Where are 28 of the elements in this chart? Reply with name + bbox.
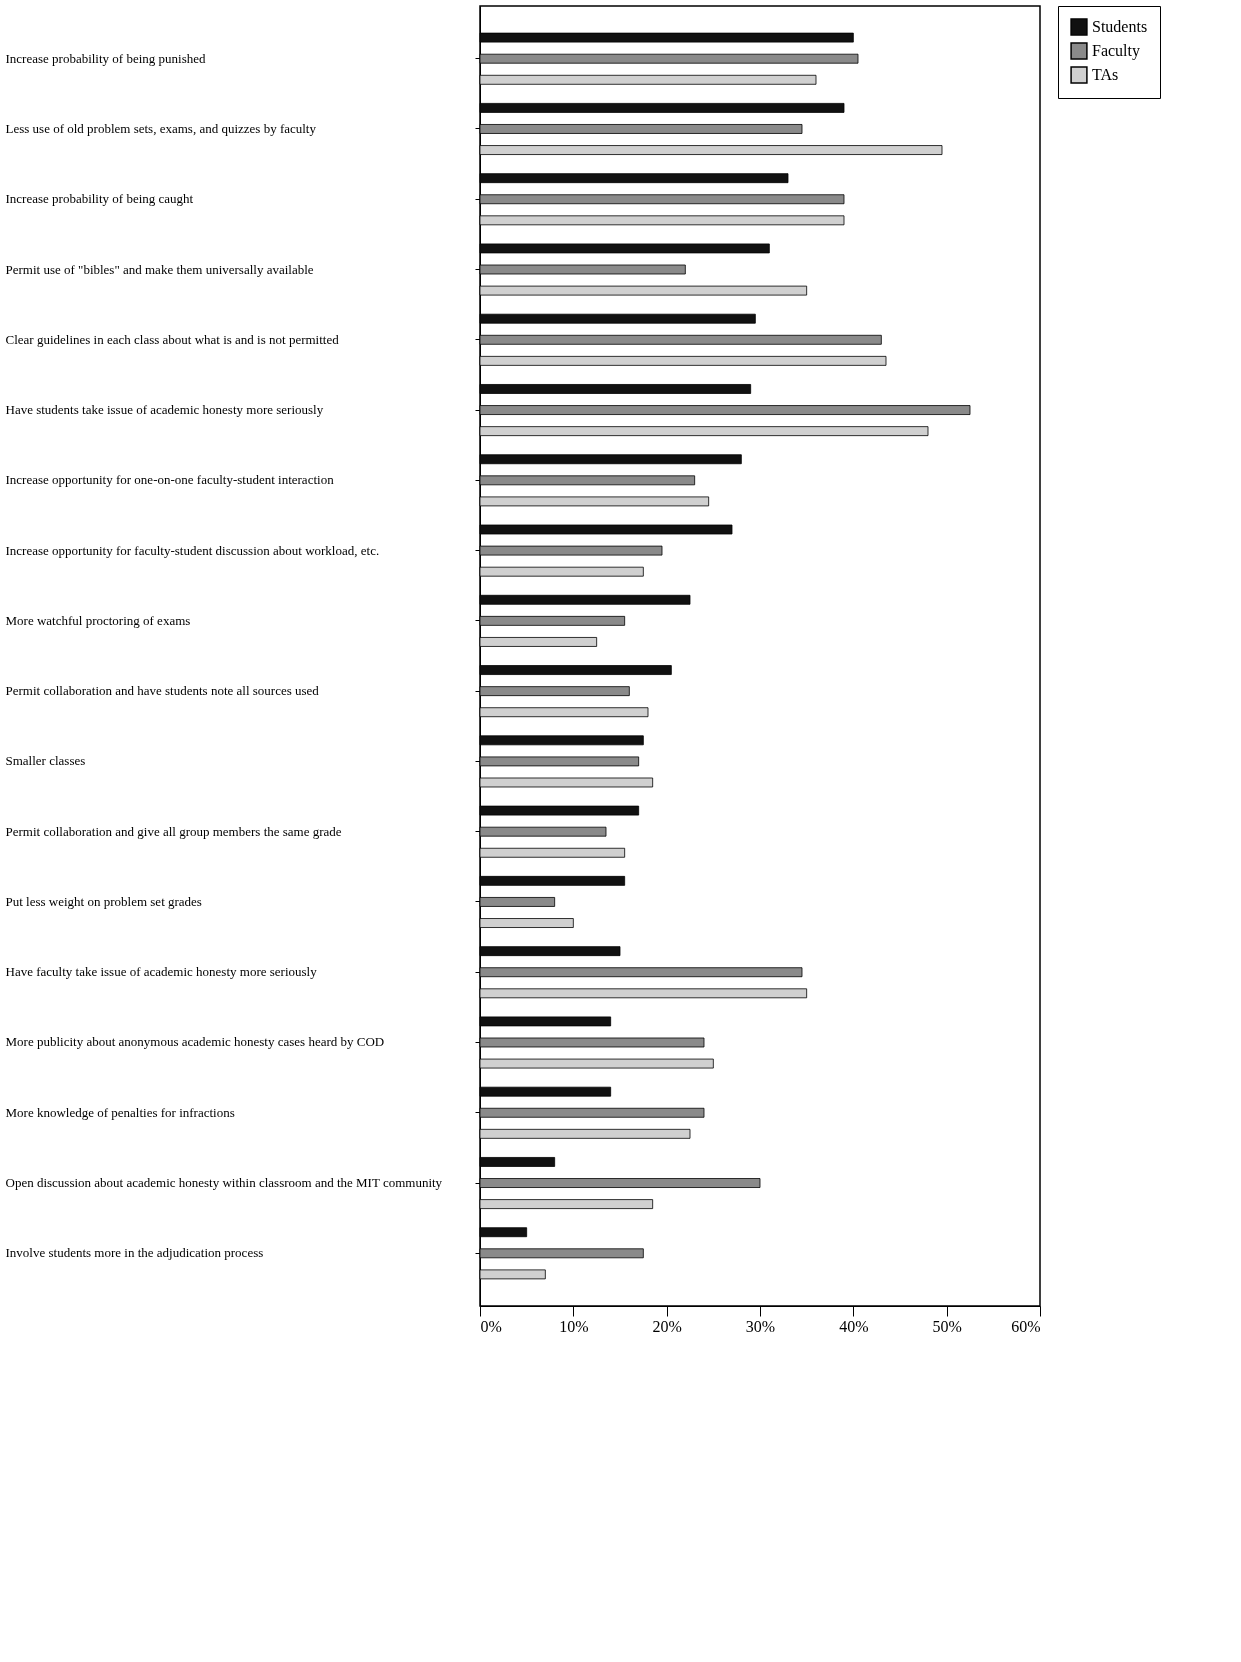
y-tick-label: Permit use of "bibles" and make them universally available	[5, 261, 314, 277]
x-tick-label: 50%	[932, 1317, 962, 1335]
y-tick-label: Have faculty take issue of academic honesty more seriously	[5, 964, 318, 980]
y-tick-label: More knowledge of penalties for infractions	[5, 1104, 235, 1120]
x-tick-label: 30%	[745, 1317, 776, 1335]
y-tick-label: Open discussion about academic honesty within classroom and the MIT community	[5, 1175, 443, 1191]
y-tick-label: Permit collaboration and give all group members the same grade	[5, 823, 342, 839]
legend-label: Faculty	[1092, 42, 1140, 60]
x-tick-label: 20%	[652, 1317, 682, 1335]
y-tick-label: Increase probability of being punished	[5, 50, 206, 66]
y-tick-label: Have students take issue of academic honesty more seriously	[5, 402, 324, 418]
y-tick-label: Increase probability of being caught	[5, 191, 194, 207]
y-tick-label: Smaller classes	[5, 753, 86, 769]
x-tick-label: 60%	[1011, 1317, 1041, 1335]
legend-label: Students	[1092, 18, 1148, 35]
x-tick-label: 40%	[839, 1317, 869, 1335]
y-tick-label: More publicity about anonymous academic honesty cases heard by COD	[5, 1034, 385, 1050]
y-tick-label: Less use of old problem sets, exams, and quizzes by faculty	[5, 120, 317, 136]
x-tick-label: 10%	[559, 1317, 589, 1335]
y-tick-label: Clear guidelines in each class about what is and is not permitted	[5, 331, 340, 347]
y-tick-label: Put less weight on problem set grades	[5, 893, 202, 909]
y-tick-label: More watchful proctoring of exams	[5, 612, 191, 628]
legend-label: TAs	[1092, 66, 1119, 83]
y-tick-label: Permit collaboration and have students note all sources used	[5, 683, 320, 699]
x-tick-label: 0%	[480, 1317, 502, 1335]
y-tick-label: Increase opportunity for one-on-one faculty-student interaction	[5, 472, 335, 488]
y-tick-label: Increase opportunity for faculty-student discussion about workload, etc.	[5, 542, 380, 558]
y-tick-label: Involve students more in the adjudication process	[5, 1245, 264, 1261]
